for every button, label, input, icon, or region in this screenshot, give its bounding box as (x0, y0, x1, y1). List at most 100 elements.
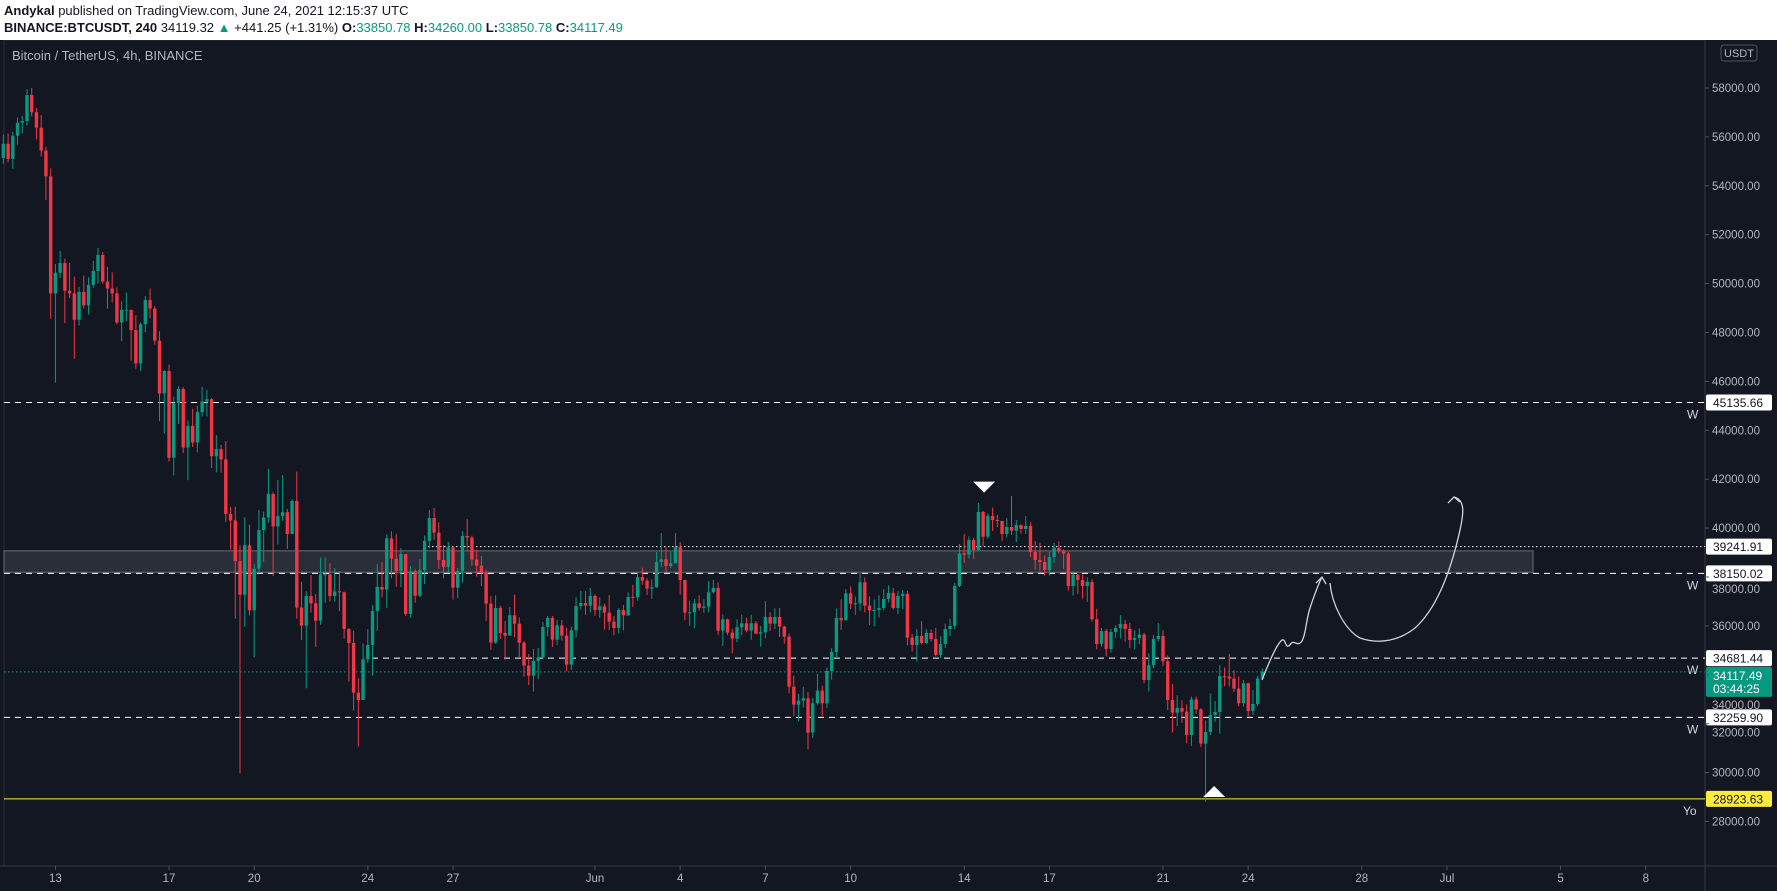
candle-body (867, 605, 872, 611)
level-tag: W (1687, 578, 1699, 592)
candle (228, 506, 233, 550)
author-name[interactable]: Andykal (4, 3, 55, 18)
candle-body (172, 403, 176, 458)
candle (11, 132, 15, 169)
y-tick-label: 34000.00 (1712, 700, 1760, 712)
candles (1, 88, 1265, 802)
candle-body (233, 520, 237, 562)
candle (915, 629, 919, 662)
level-tag: W (1687, 722, 1699, 736)
y-tick-label: 38000.00 (1712, 584, 1760, 596)
candle-body (309, 595, 313, 604)
high-value: 34260.00 (427, 20, 483, 35)
candle-body (664, 559, 668, 566)
candle (186, 420, 190, 481)
candle-body (1170, 699, 1175, 713)
candle-body (564, 635, 569, 665)
candle-body (1005, 526, 1009, 534)
candle-body (673, 547, 678, 564)
candle (209, 398, 214, 468)
candle-body (285, 512, 290, 534)
candle-body (1071, 574, 1075, 586)
candle-body (758, 632, 763, 634)
candle (72, 276, 77, 359)
candle (1085, 577, 1089, 602)
candle-body (238, 561, 242, 595)
candle (1180, 700, 1184, 723)
candle-body (517, 623, 521, 643)
candle (266, 468, 271, 523)
candle-body (280, 512, 285, 517)
candle-body (214, 449, 219, 457)
candle-body (271, 493, 275, 527)
candle (1090, 579, 1094, 622)
candle (872, 599, 876, 627)
publish-header: Andykal published on TradingView.com, Ju… (0, 0, 1777, 40)
candle (257, 510, 261, 574)
candle (6, 133, 10, 163)
candle (385, 534, 389, 608)
candle (1033, 541, 1037, 570)
candle (39, 114, 43, 157)
y-tick-label: 56000.00 (1712, 132, 1760, 144)
candle-body (422, 540, 427, 570)
candle-body (1028, 525, 1033, 552)
candle-body (1246, 683, 1250, 711)
candle-body (919, 635, 924, 643)
candle (910, 633, 914, 652)
candle (801, 686, 805, 708)
candle-body (252, 568, 256, 611)
candle (967, 536, 971, 559)
candle-body (811, 703, 815, 733)
candle-body (825, 670, 829, 704)
x-tick-label: 20 (248, 873, 261, 885)
candle (138, 322, 143, 372)
candle-body (1203, 731, 1208, 744)
candle (560, 620, 564, 641)
candle (957, 543, 962, 588)
candle-body (905, 593, 910, 638)
candle-body (451, 547, 455, 588)
sell-arrow-down-icon (973, 481, 996, 493)
candle (896, 591, 900, 615)
candle (356, 677, 361, 747)
candle-body (115, 293, 119, 323)
chart-pane[interactable]: USDT 13 17 20 24 27 Jun 4 7 10 14 17 21 24 28 Jul 5 8 4513… (0, 40, 1777, 891)
candle-body (337, 591, 342, 593)
candle-body (967, 539, 971, 555)
candle-body (200, 401, 204, 413)
candlestick-chart[interactable]: USDT 13 17 20 24 27 Jun 4 7 10 14 17 21 24 28 Jul 5 8 4513… (0, 40, 1777, 891)
candle-body (86, 284, 91, 306)
candle-body (446, 547, 450, 567)
candle (986, 513, 990, 539)
candle (1019, 524, 1023, 534)
symbol-label: BINANCE:BTCUSDT, 240 (4, 20, 158, 35)
candle (702, 599, 706, 613)
publish-info: published on TradingView.com, June 24, 2… (58, 3, 409, 18)
candle-body (257, 530, 261, 569)
candle (276, 479, 280, 545)
candle-body (110, 288, 114, 294)
currency-badge-label: USDT (1724, 48, 1754, 60)
candle (280, 475, 285, 521)
candle (437, 522, 441, 569)
candle (593, 594, 597, 616)
candle (1047, 551, 1052, 576)
candle-body (1128, 628, 1132, 640)
candle-body (692, 603, 697, 613)
candle (498, 605, 503, 640)
candle-body (626, 596, 630, 616)
candle (295, 471, 299, 619)
candle (1232, 670, 1236, 692)
candle-body (456, 570, 460, 588)
candle (413, 569, 417, 603)
y-tick-label: 46000.00 (1712, 376, 1760, 388)
candle-body (72, 293, 77, 320)
candle (422, 535, 427, 585)
x-tick-label: 7 (762, 873, 768, 885)
candle (692, 599, 697, 629)
candle-body (550, 617, 555, 640)
candle-body (332, 591, 337, 596)
candle (848, 586, 853, 610)
price-change: +441.25 (+1.31%) (234, 20, 339, 35)
